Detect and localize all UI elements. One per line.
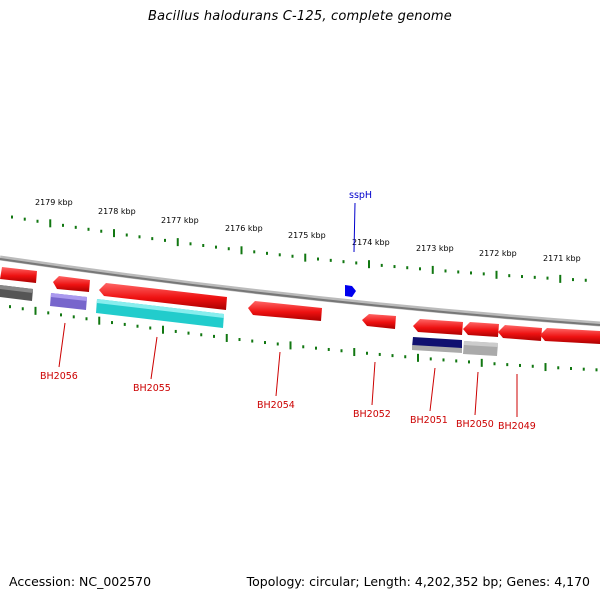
domain-bar-highlight xyxy=(464,341,498,347)
gene-label-BH2051: BH2051 xyxy=(410,415,448,426)
feature-sspH-marker xyxy=(345,285,356,297)
gene-arrow xyxy=(53,276,90,292)
feature-leader-sspH xyxy=(353,202,356,253)
gene-arrow xyxy=(362,314,396,329)
gene-label-BH2049: BH2049 xyxy=(498,421,536,432)
kbp-label-2177: 2177 kbp xyxy=(161,216,199,225)
gene-arrow xyxy=(540,328,600,344)
gene-arrow xyxy=(498,325,542,341)
domain-bar xyxy=(412,345,462,353)
gene-label-BH2052: BH2052 xyxy=(353,409,391,420)
gene-label-BH2050: BH2050 xyxy=(456,419,494,430)
gene-arrow xyxy=(0,267,37,283)
gene-label-BH2055: BH2055 xyxy=(133,383,171,394)
kbp-label-2179: 2179 kbp xyxy=(35,198,73,207)
kbp-label-2173: 2173 kbp xyxy=(416,244,454,253)
kbp-label-2171: 2171 kbp xyxy=(543,254,581,263)
domain-track xyxy=(0,285,498,356)
gene-arrow xyxy=(248,301,322,321)
kbp-label-2174: 2174 kbp xyxy=(352,238,390,247)
genome-summary: Topology: circular; Length: 4,202,352 bp… xyxy=(246,574,590,589)
domain-bar-highlight xyxy=(97,299,224,318)
domain-bar-highlight xyxy=(0,285,33,293)
kbp-label-2175: 2175 kbp xyxy=(288,231,326,240)
gene-arrow xyxy=(99,283,227,310)
genome-backbone-shade xyxy=(0,258,600,326)
kbp-label-2176: 2176 kbp xyxy=(225,224,263,233)
gene-label-BH2054: BH2054 xyxy=(257,400,295,411)
feature-label-sspH: sspH xyxy=(349,190,372,201)
gene-track xyxy=(0,267,600,344)
kbp-scale-ticks xyxy=(11,215,587,283)
domain-bar-highlight xyxy=(51,293,87,301)
lower-scale-ticks xyxy=(9,305,598,372)
kbp-label-2172: 2172 kbp xyxy=(479,249,517,258)
gene-arrow xyxy=(463,322,499,337)
kbp-label-2178: 2178 kbp xyxy=(98,207,136,216)
gene-arrow xyxy=(413,319,463,335)
map-title: Bacillus halodurans C-125, complete geno… xyxy=(148,9,452,24)
gene-label-leaders xyxy=(58,322,518,417)
gene-label-BH2056: BH2056 xyxy=(40,371,78,382)
accession-label: Accession: NC_002570 xyxy=(9,574,152,589)
